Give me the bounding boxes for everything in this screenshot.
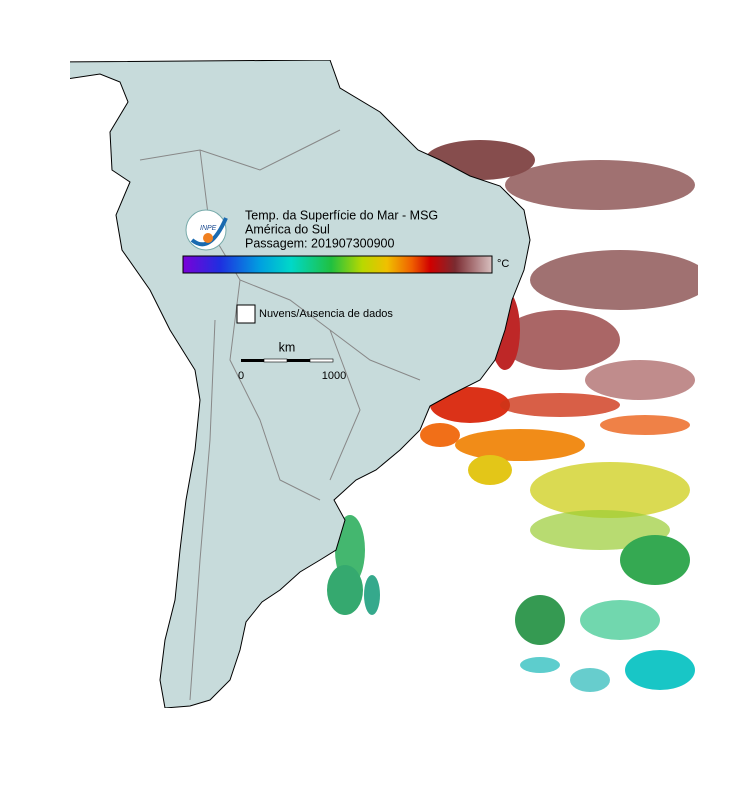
continent: [70, 60, 531, 708]
pass: Passagem: 201907300900: [245, 236, 394, 250]
region: América do Sul: [245, 222, 330, 236]
scale-label: 0: [238, 370, 244, 382]
logo: INPE: [185, 209, 228, 251]
borders: [139, 129, 421, 701]
scale-label: 1000: [322, 370, 346, 382]
scale-bar: km 0 1000: [238, 340, 346, 382]
colorbar-unit: °C: [497, 258, 509, 270]
legend-label: Nuvens/Ausencia de dados: [259, 308, 393, 320]
logo-text: INPE: [200, 225, 217, 232]
map-area: [70, 60, 698, 708]
scale-unit: km: [279, 340, 296, 354]
title: Temp. da Superfície do Mar - MSG: [245, 208, 438, 222]
legend-swatch: [236, 304, 256, 324]
colorbar: [182, 255, 493, 274]
